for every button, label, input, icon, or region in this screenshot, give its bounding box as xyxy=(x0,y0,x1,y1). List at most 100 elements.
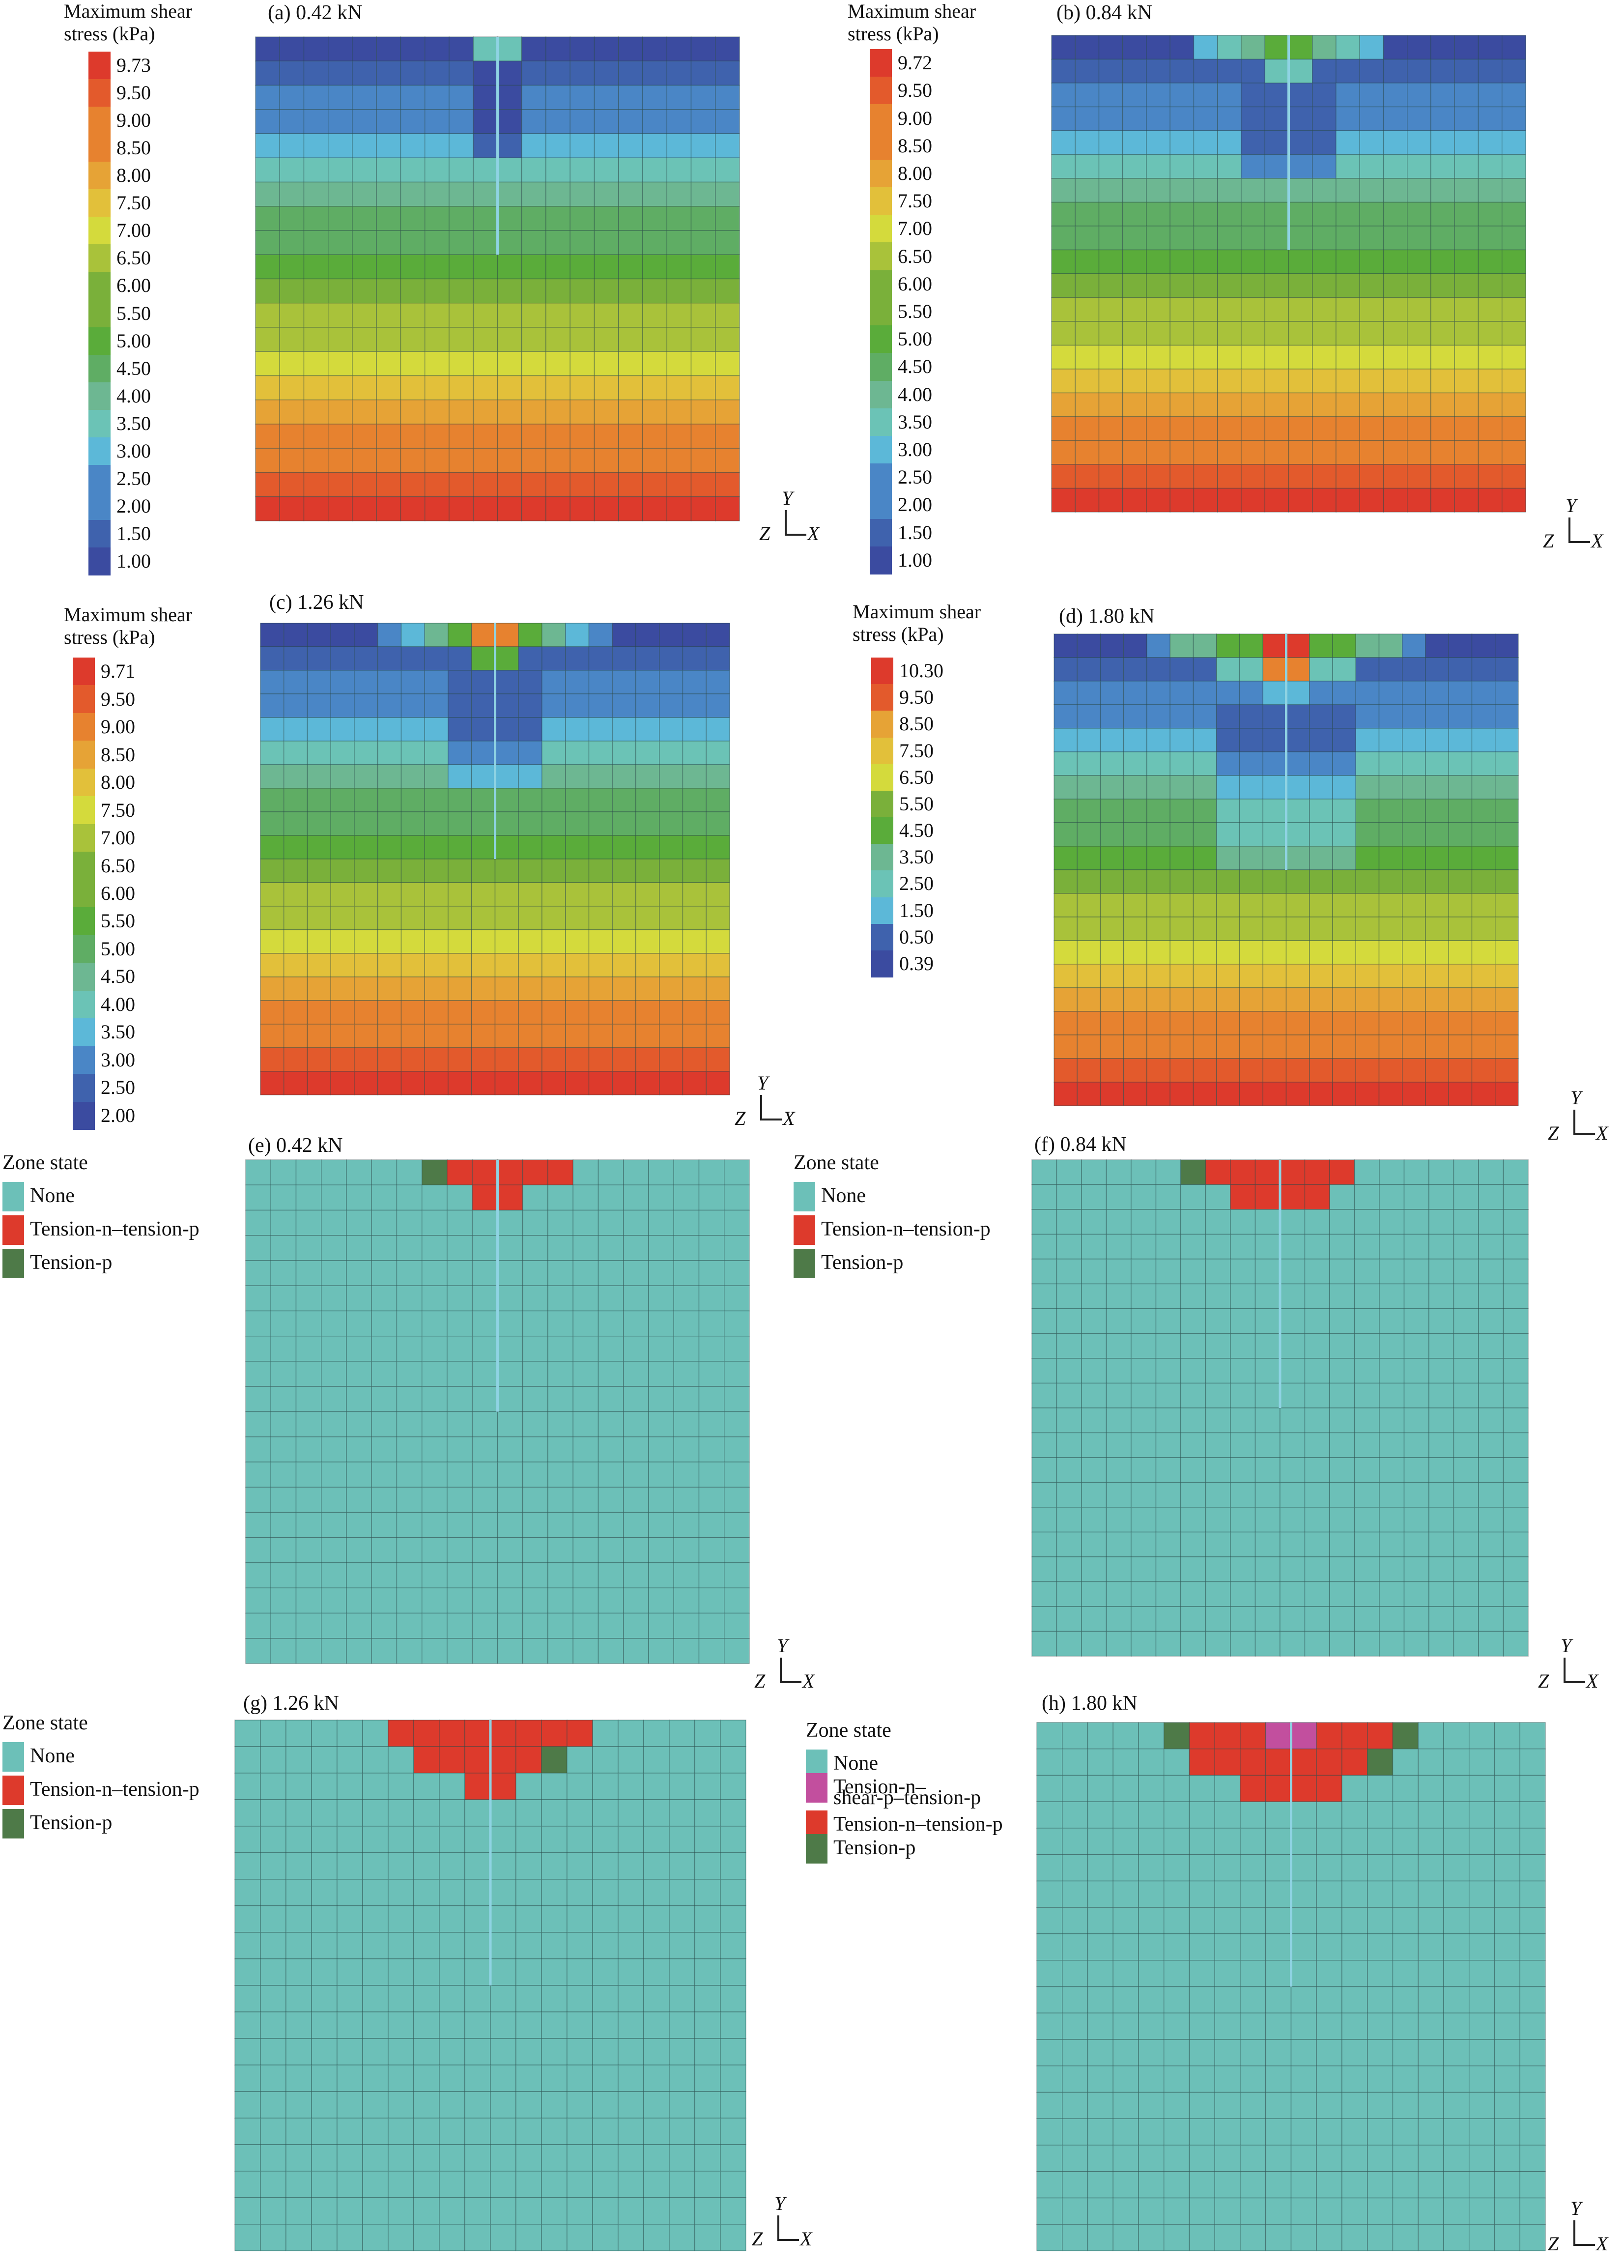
mesh-zone xyxy=(311,2038,338,2066)
mesh-zone xyxy=(1379,1382,1405,1408)
mesh-zone xyxy=(572,1386,599,1412)
mesh-zone xyxy=(1495,657,1519,682)
mesh-zone xyxy=(1264,83,1289,108)
mesh-zone xyxy=(354,811,378,836)
mesh-zone xyxy=(354,953,378,977)
mesh-zone xyxy=(618,2197,644,2225)
mesh-zone xyxy=(473,60,498,86)
mesh-zone xyxy=(588,741,613,765)
mesh-zone xyxy=(424,646,449,671)
mesh-zone xyxy=(1056,1631,1082,1657)
mesh-zone xyxy=(1403,1259,1429,1285)
colorbar-title-line-1: Maximum shear xyxy=(848,0,976,22)
mesh-zone xyxy=(321,1512,347,1538)
colorbar-segment xyxy=(88,217,111,245)
colorbar-tick-label: 2.50 xyxy=(899,872,934,895)
mesh-zone xyxy=(464,1852,491,1880)
mesh-zone xyxy=(1312,321,1337,346)
colorbar-title-line-1: Maximum shear xyxy=(853,601,981,623)
mesh-zone xyxy=(1367,1775,1394,1802)
mesh-zone xyxy=(1122,83,1147,108)
mesh-zone xyxy=(565,646,590,671)
mesh-zone xyxy=(1265,2197,1292,2225)
mesh-zone xyxy=(447,1487,473,1513)
mesh-zone xyxy=(1262,1058,1287,1083)
mesh-zone xyxy=(1354,1358,1380,1384)
mesh-zone xyxy=(1193,799,1217,823)
mesh-zone xyxy=(1180,1184,1206,1210)
mesh-zone xyxy=(311,2065,338,2092)
mesh-zone xyxy=(448,811,472,836)
mesh-zone xyxy=(1519,1960,1546,1987)
mesh-zone xyxy=(449,254,474,280)
mesh-zone xyxy=(1428,1358,1454,1384)
legend-swatch xyxy=(2,1182,24,1211)
mesh-zone xyxy=(515,2091,542,2119)
mesh-zone xyxy=(449,206,474,231)
mesh-zone xyxy=(588,646,613,671)
mesh-zone xyxy=(1309,657,1333,682)
mesh-zone xyxy=(1189,1960,1215,1987)
mesh-zone xyxy=(648,1235,674,1261)
mesh-zone xyxy=(635,1071,660,1095)
mesh-zone xyxy=(311,2011,338,2039)
mesh-zone xyxy=(422,1512,448,1538)
mesh-zone xyxy=(328,351,353,376)
colorbar-tick-label: 8.50 xyxy=(898,134,932,157)
mesh-zone xyxy=(1392,2092,1419,2119)
mesh-zone xyxy=(522,1462,548,1488)
mesh-zone xyxy=(1379,1606,1405,1632)
mesh-zone xyxy=(328,424,353,449)
mesh-zone xyxy=(698,1487,725,1513)
mesh-zone xyxy=(648,1562,674,1588)
mesh-zone xyxy=(1131,1283,1157,1309)
mesh-zone xyxy=(618,472,643,497)
mesh-zone xyxy=(472,1512,498,1538)
mesh-zone xyxy=(1081,1457,1107,1483)
mesh-zone xyxy=(518,693,542,718)
mesh-zone xyxy=(1254,1531,1281,1557)
mesh-zone xyxy=(1336,273,1360,298)
mesh-zone xyxy=(473,496,498,521)
legend-label: Tension-n–tension-p xyxy=(30,1778,199,1801)
mesh-zone xyxy=(659,811,684,836)
mesh-zone xyxy=(698,1512,725,1538)
mesh-zone xyxy=(377,1000,402,1025)
mesh-zone xyxy=(1230,1209,1256,1235)
mesh-zone xyxy=(396,1336,423,1362)
mesh-zone xyxy=(565,788,590,812)
mesh-zone xyxy=(623,1209,649,1236)
mesh-zone xyxy=(1217,83,1242,108)
mesh-zone xyxy=(425,157,450,183)
mesh-zone xyxy=(541,2011,568,2039)
mesh-zone xyxy=(643,1720,670,1747)
mesh-zone xyxy=(1312,130,1337,155)
mesh-zone xyxy=(1216,775,1240,800)
mesh-zone xyxy=(1164,1722,1190,1750)
axis-y-line xyxy=(760,1095,762,1120)
mesh-zone xyxy=(473,424,498,449)
mesh-zone xyxy=(1262,751,1287,776)
colorbar-tick-label: 5.50 xyxy=(116,302,151,324)
mesh-zone xyxy=(1478,1556,1504,1582)
mesh-zone xyxy=(279,351,305,376)
mesh-zone xyxy=(1262,940,1287,965)
mesh-zone xyxy=(1031,1457,1057,1483)
mesh-zone xyxy=(706,1071,730,1095)
mesh-zone xyxy=(1240,1801,1266,1829)
mesh-zone xyxy=(1355,940,1380,965)
mesh-zone xyxy=(376,85,401,110)
mesh-zone xyxy=(303,36,329,61)
mesh-zone xyxy=(567,1746,593,1774)
mesh-zone xyxy=(1341,1880,1368,1908)
mesh-zone xyxy=(400,206,426,231)
mesh-zone xyxy=(473,400,498,425)
mesh-zone xyxy=(643,1958,670,1986)
mesh-zone xyxy=(1285,917,1310,941)
mesh-zone xyxy=(284,811,308,836)
mesh-zone xyxy=(565,1024,590,1048)
mesh-zone xyxy=(1519,2039,1546,2067)
mesh-zone xyxy=(1519,1933,1546,1961)
mesh-zone xyxy=(720,1932,746,1959)
mesh-zone xyxy=(635,882,660,907)
